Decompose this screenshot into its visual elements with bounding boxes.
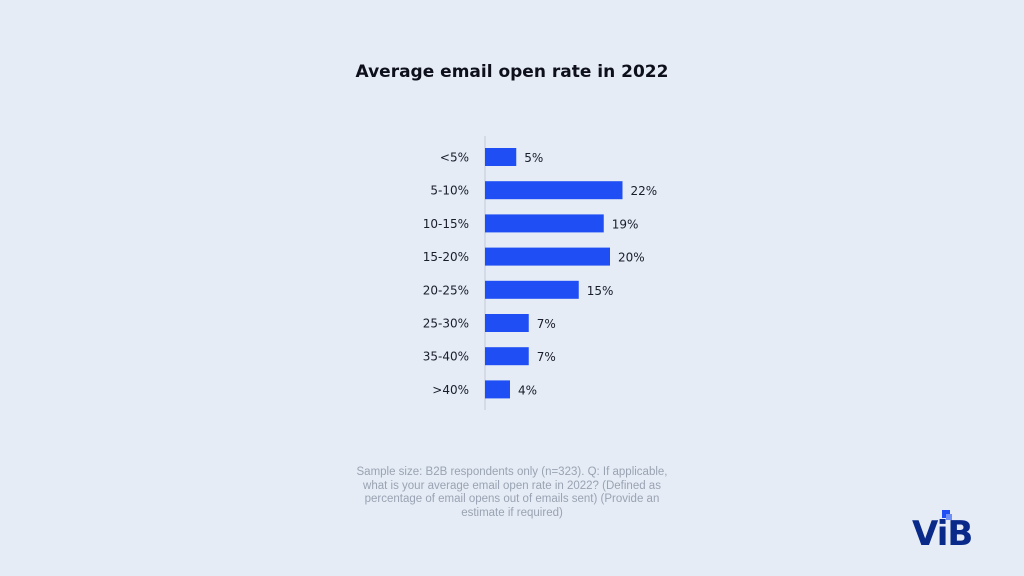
chart-title: Average email open rate in 2022 bbox=[355, 62, 669, 82]
bar-value-label: 7% bbox=[537, 317, 556, 331]
bar-value-label: 15% bbox=[587, 284, 614, 298]
category-tick-label: 20-25% bbox=[423, 283, 469, 297]
footnote: Sample size: B2B respondents only (n=323… bbox=[356, 466, 668, 519]
bar-value-label: 20% bbox=[618, 251, 645, 265]
logo-mark bbox=[942, 510, 952, 520]
bar-value-label: 4% bbox=[518, 383, 537, 397]
category-tick-label: 35-40% bbox=[423, 350, 469, 364]
bar bbox=[485, 148, 517, 166]
category-tick-label: 15-20% bbox=[423, 250, 469, 264]
bar bbox=[485, 214, 604, 233]
bar-value-label: 22% bbox=[631, 184, 658, 198]
category-tick-label: <5% bbox=[440, 151, 469, 165]
category-tick-label: 25-30% bbox=[423, 317, 469, 331]
bar-value-label: 7% bbox=[537, 350, 556, 364]
logo-accent-square bbox=[946, 514, 952, 520]
category-tick-label: >40% bbox=[432, 383, 469, 397]
bar bbox=[485, 247, 610, 266]
bar-value-label: 19% bbox=[612, 217, 639, 231]
bar-value-label: 5% bbox=[524, 151, 543, 165]
bar bbox=[485, 380, 510, 399]
logo-text: ViB bbox=[912, 514, 972, 550]
category-tick-label: 10-15% bbox=[423, 217, 469, 231]
bar bbox=[485, 280, 579, 299]
vib-logo: ViB bbox=[912, 510, 973, 550]
bar bbox=[485, 347, 529, 366]
category-tick-label: 5-10% bbox=[430, 184, 469, 198]
bar bbox=[485, 314, 529, 332]
bar bbox=[485, 181, 623, 200]
